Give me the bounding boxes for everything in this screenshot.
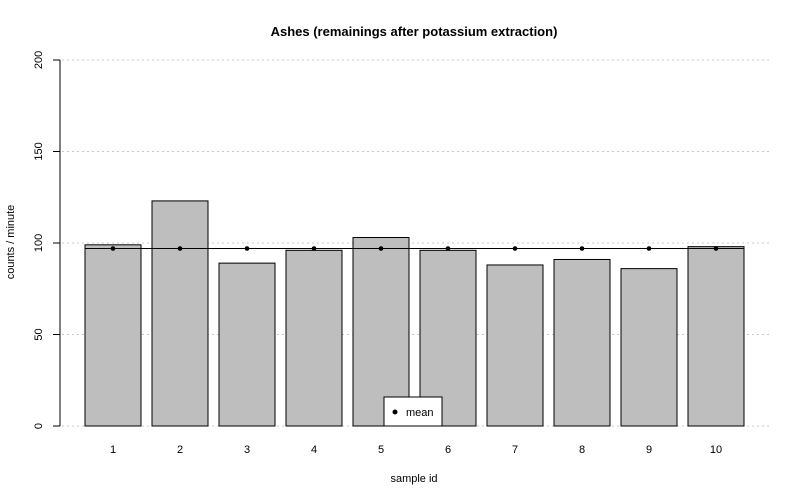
x-tick-label: 1 <box>110 444 116 456</box>
mean-point <box>311 246 317 251</box>
mean-point <box>579 246 585 251</box>
bar-10 <box>687 246 745 427</box>
x-tick-label: 10 <box>710 444 722 456</box>
x-tick-label: 4 <box>311 444 317 456</box>
y-axis-label: counts / minute <box>5 205 17 280</box>
y-tick-label: 150 <box>33 142 45 160</box>
chart-title: Ashes (remainings after potassium extrac… <box>271 24 558 39</box>
mean-point <box>713 246 719 251</box>
y-tick-label: 200 <box>33 51 45 69</box>
x-tick-label: 5 <box>378 444 384 456</box>
bars-group <box>84 200 745 427</box>
mean-point <box>177 246 183 251</box>
x-tick-label: 3 <box>244 444 250 456</box>
y-tick-label: 0 <box>33 423 45 429</box>
mean-point <box>378 246 384 251</box>
x-tick-label: 7 <box>512 444 518 456</box>
mean-point <box>646 246 652 251</box>
legend-mean-marker <box>392 409 398 415</box>
bar-5 <box>352 237 410 427</box>
bar-4 <box>285 249 343 427</box>
mean-point <box>512 246 518 251</box>
x-tick-label: 8 <box>579 444 585 456</box>
mean-point <box>110 246 116 251</box>
x-tick-labels: 1 2 3 4 5 6 7 8 9 10 <box>110 444 722 456</box>
legend: mean <box>383 396 443 427</box>
x-tick-label: 6 <box>445 444 451 456</box>
x-tick-label: 2 <box>177 444 183 456</box>
mean-point <box>445 246 451 251</box>
bar-8 <box>553 258 611 427</box>
bar-2 <box>151 200 209 427</box>
x-axis-label: sample id <box>390 473 437 485</box>
bar-1 <box>84 244 142 427</box>
legend-mean-label: mean <box>406 407 434 419</box>
bar-7 <box>486 264 544 427</box>
x-tick-label: 9 <box>646 444 652 456</box>
y-axis: 0 50 100 150 200 <box>33 51 61 429</box>
bar-9 <box>620 268 678 427</box>
y-tick-label: 50 <box>33 328 45 340</box>
mean-points-group <box>110 246 719 251</box>
mean-point <box>244 246 250 251</box>
bar-3 <box>218 262 276 427</box>
y-tick-label: 100 <box>33 234 45 252</box>
